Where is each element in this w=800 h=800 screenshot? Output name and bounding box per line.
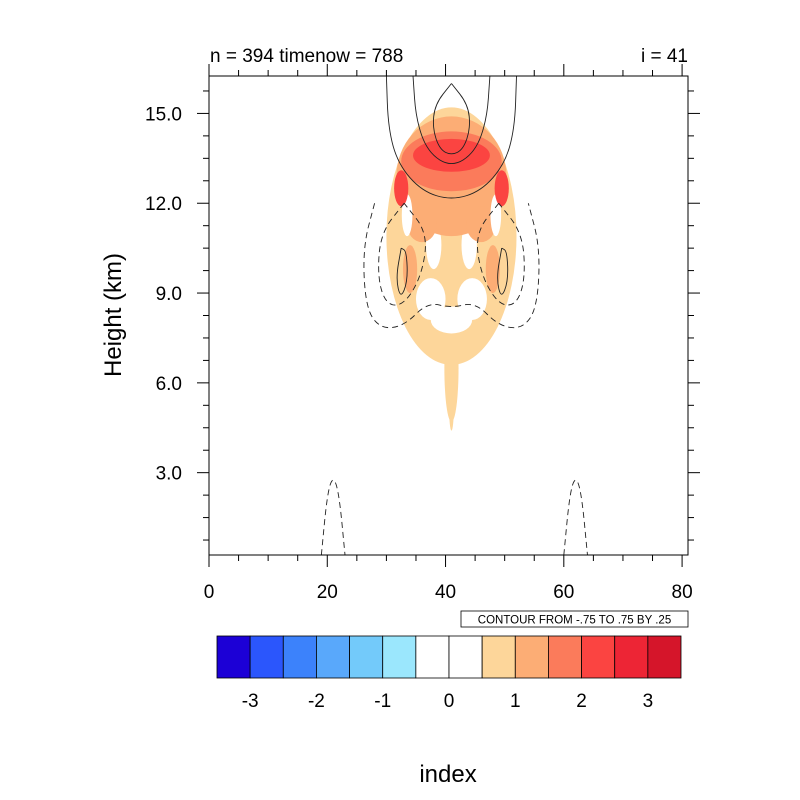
fill-region-15	[490, 194, 502, 237]
colorbar-box	[316, 635, 350, 679]
y-tick-label: 9.0	[156, 284, 182, 305]
colorbar-box	[415, 635, 450, 679]
colorbar-box	[481, 635, 516, 679]
y-tick-label: 12.0	[145, 194, 182, 215]
x-tick-labels: 0 20 40 60 80	[204, 582, 693, 603]
contour-lines	[320, 76, 588, 555]
colorbar-label: 0	[444, 691, 455, 712]
colorbar-box	[614, 635, 649, 679]
negative-contour-8	[320, 479, 346, 555]
colorbar-label: 3	[643, 691, 654, 712]
x-tick-label: 80	[672, 582, 693, 603]
fill-region-2	[449, 382, 454, 431]
negative-contour-9	[563, 479, 588, 555]
colorbar-label: -1	[374, 691, 391, 712]
axis-ticks	[197, 64, 700, 567]
colorbar-box	[647, 635, 682, 679]
positive-contour-6	[396, 247, 408, 295]
colorbar-label: -2	[308, 691, 325, 712]
contour-info-text: CONTOUR FROM -.75 TO .75 BY .25	[478, 615, 671, 627]
colorbar-box	[548, 635, 582, 679]
x-tick-label: 60	[553, 582, 574, 603]
fill-region-8	[447, 284, 456, 303]
negative-contour-4	[378, 202, 426, 306]
colorbar-label: 2	[576, 691, 587, 712]
y-tick-label: 6.0	[156, 374, 182, 395]
positive-contour-1	[412, 76, 491, 165]
negative-contour-5	[477, 202, 525, 306]
positive-contour-0	[385, 76, 517, 199]
x-tick-label: 40	[435, 582, 456, 603]
fill-region-11	[466, 206, 496, 243]
colorbar-box	[448, 635, 483, 679]
fill-region-18	[394, 170, 409, 207]
colorbar-box	[581, 635, 616, 679]
y-tick-label: 15.0	[145, 104, 182, 125]
colorbar-box	[514, 635, 549, 679]
filled-contours	[386, 107, 517, 431]
colorbar-box	[349, 635, 384, 679]
y-tick-label: 3.0	[156, 464, 182, 485]
fill-region-19	[494, 170, 509, 207]
title-left: n = 394 timenow = 788	[210, 46, 403, 67]
y-axis-label: Height (km)	[100, 253, 127, 377]
colorbar-box	[249, 635, 284, 679]
colorbar	[216, 635, 682, 679]
fill-region-13	[485, 245, 500, 294]
positive-contour-7	[497, 247, 509, 295]
fill-region-1	[444, 314, 459, 422]
negative-contour-3	[363, 203, 540, 329]
x-tick-label: 20	[317, 582, 338, 603]
fill-region-17	[413, 138, 490, 172]
fill-region-4	[415, 278, 446, 320]
colorbar-labels: -3 -2 -1 0 1 2 3	[242, 691, 653, 712]
fill-region-10	[407, 206, 437, 243]
x-tick-label: 0	[204, 582, 215, 603]
colorbar-box	[282, 635, 317, 679]
title-right: i = 41	[641, 46, 688, 67]
x-axis-label: index	[419, 761, 476, 788]
fill-region-5	[457, 278, 487, 320]
colorbar-box	[216, 635, 251, 679]
colorbar-box	[382, 635, 417, 679]
positive-contour-2	[432, 83, 470, 155]
contour-info-box	[460, 610, 689, 628]
fill-region-14	[401, 194, 413, 237]
y-tick-labels: 3.0 6.0 9.0 12.0 15.0	[145, 104, 182, 484]
colorbar-label: -3	[242, 691, 259, 712]
colorbar-label: 1	[510, 691, 521, 712]
